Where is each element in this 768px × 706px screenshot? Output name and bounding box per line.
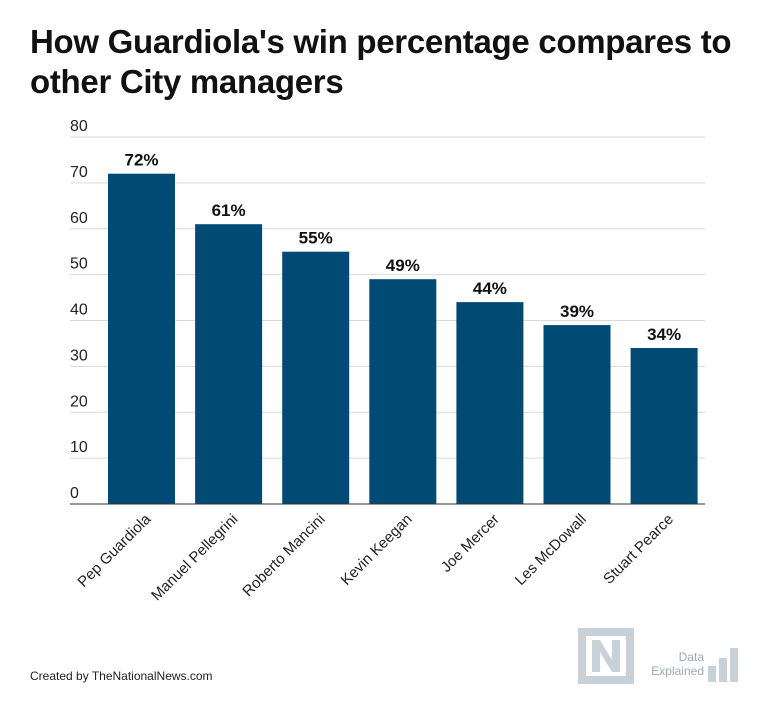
data-explained-text: Data Explained [640,650,704,678]
bar-chart-icon [708,648,738,682]
bar [369,279,437,504]
y-tick-label: 20 [70,393,88,410]
x-category-label: Stuart Pearce [600,511,677,588]
bar-value-label: 72% [124,151,158,170]
bar [282,251,350,504]
x-category-label: Joe Mercer [438,511,503,576]
bar [543,325,611,504]
bars [108,173,698,504]
brand-line-explained: Explained [651,664,704,678]
x-category-label: Les McDowall [512,511,590,589]
bar-value-label: 39% [560,302,594,321]
x-category-label: Roberto Mancini [239,511,328,600]
bar-value-label: 34% [647,325,681,344]
bar-value-label: 55% [299,229,333,248]
bar [195,224,263,504]
chart-title: How Guardiola's win percentage compares … [30,23,732,100]
x-category-label: Manuel Pellegrini [148,511,241,604]
bar [630,348,698,504]
data-explained-logo [578,628,738,684]
bar-value-label: 44% [473,279,507,298]
y-tick-label: 0 [70,485,79,502]
y-tick-label: 30 [70,347,88,364]
bar [108,173,175,504]
data-labels: 72% 61% 55% 49% 44% 39% 34% [124,151,681,344]
y-axis-ticks: 0 10 20 30 40 50 60 70 80 [70,118,88,502]
y-tick-label: 60 [70,210,88,227]
y-tick-label: 70 [70,164,88,181]
y-tick-label: 80 [70,118,88,135]
x-category-label: Kevin Keegan [338,511,416,589]
brand-line-data: Data [678,650,704,664]
y-tick-label: 10 [70,439,88,456]
y-tick-label: 40 [70,302,88,319]
x-category-label: Pep Guardiola [74,510,154,590]
bar-value-label: 49% [386,256,420,275]
y-tick-label: 50 [70,256,88,273]
credit-text: Created by TheNationalNews.com [30,669,213,683]
n-logo-icon [578,628,634,684]
bar-value-label: 61% [212,201,246,220]
bar [456,302,524,504]
